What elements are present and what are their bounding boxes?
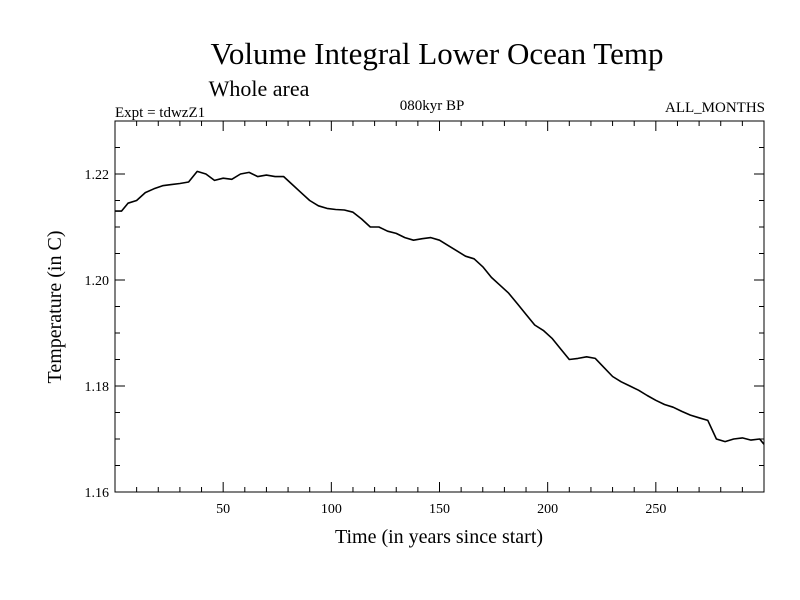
series-line bbox=[115, 170, 765, 445]
y-tick-label: 1.18 bbox=[85, 380, 110, 395]
months-label: ALL_MONTHS bbox=[665, 100, 765, 116]
x-tick-label: 250 bbox=[645, 502, 666, 517]
expt-label: Expt = tdwzZ1 bbox=[115, 105, 205, 121]
x-tick-label: 150 bbox=[429, 502, 450, 517]
chart-subtitle: Whole area bbox=[209, 76, 310, 101]
y-tick-label: 1.16 bbox=[85, 486, 110, 501]
y-axis-label: Temperature (in C) bbox=[44, 231, 66, 384]
x-tick-label: 50 bbox=[216, 502, 230, 517]
tick-labels: 50 100 150 200 250 1.16 1.18 1.20 1.22 bbox=[85, 168, 667, 517]
y-tick-label: 1.20 bbox=[85, 274, 110, 289]
period-label: 080kyr BP bbox=[400, 98, 465, 114]
axis-ticks bbox=[115, 121, 764, 493]
x-tick-label: 100 bbox=[321, 502, 342, 517]
y-tick-label: 1.22 bbox=[85, 168, 110, 183]
chart-title: Volume Integral Lower Ocean Temp bbox=[211, 36, 664, 71]
x-tick-label: 200 bbox=[537, 502, 558, 517]
plot-frame bbox=[114, 120, 765, 493]
x-axis-label: Time (in years since start) bbox=[335, 526, 543, 548]
